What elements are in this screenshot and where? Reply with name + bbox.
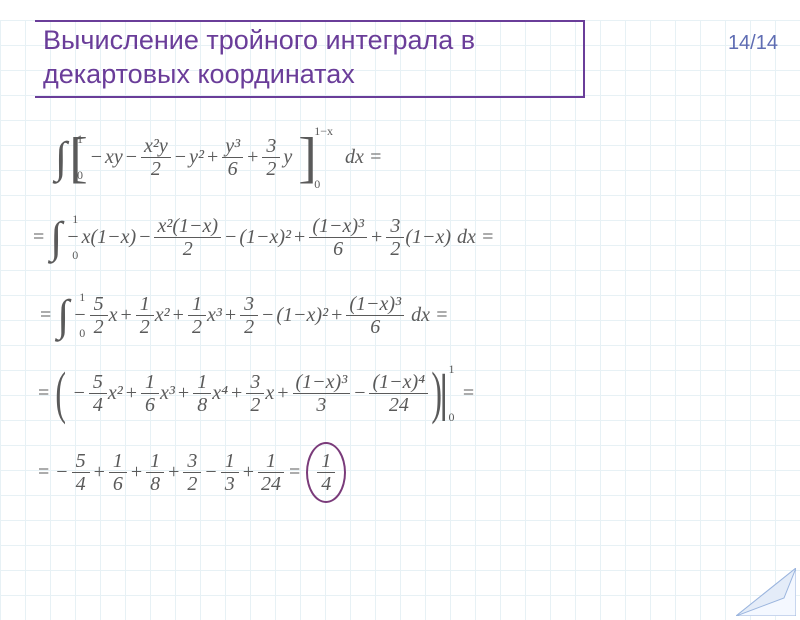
equation-line-1: 1 ∫ 0 −xy − x²y2 −y² + y³6 + 32 y ] 1−x … <box>55 126 780 190</box>
equation-line-3: = 1 ∫ 0 − 52 x + 12 x² + 12 x³ + 32 −(1−… <box>37 286 780 346</box>
page-curl-icon <box>736 568 796 616</box>
slide-title: Вычисление тройного интеграла в декартов… <box>35 20 585 98</box>
integral-symbol: 1 ∫ 0 <box>55 140 67 175</box>
equation-line-2: = 1 ∫ 0 −x(1−x) − x²(1−x)2 −(1−x)² + (1−… <box>30 208 780 268</box>
equation-line-4: = ( − 54 x² + 16 x³ + 18 x⁴ + 32 x + (1−… <box>35 364 780 424</box>
result-circle: 14 <box>306 442 346 503</box>
equation-line-5: = − 54 + 16 + 18 + 32 − 13 + 124 = 14 <box>35 442 780 503</box>
math-derivation: 1 ∫ 0 −xy − x²y2 −y² + y³6 + 32 y ] 1−x … <box>0 113 800 503</box>
integral-symbol: 1 ∫ 0 <box>57 298 69 333</box>
integral-symbol: 1 ∫ 0 <box>50 220 62 255</box>
slide-content: 14/14 Вычисление тройного интеграла в де… <box>0 20 800 503</box>
page-number: 14/14 <box>728 32 778 55</box>
